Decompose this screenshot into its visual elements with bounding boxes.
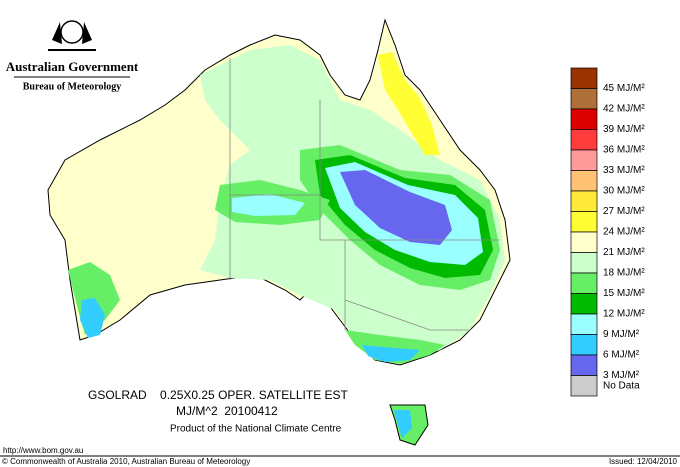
yellow-cape xyxy=(378,52,440,155)
blue-region xyxy=(340,170,452,245)
legend-label: 12 MJ/M² xyxy=(603,309,645,320)
map xyxy=(47,18,511,446)
tasmania-blue xyxy=(394,410,412,438)
state-border xyxy=(319,195,500,241)
logo xyxy=(48,20,96,51)
legend-swatch xyxy=(570,170,598,192)
legend-swatch xyxy=(570,67,598,89)
legend-swatch xyxy=(570,108,598,130)
legend-swatch xyxy=(570,252,598,274)
legend-label: 33 MJ/M² xyxy=(603,165,645,176)
issued: Issued: 12/04/2010 xyxy=(609,457,678,466)
central-cyan xyxy=(232,194,305,216)
agency-title: Bureau of Meteorology xyxy=(23,81,122,92)
legend-swatch xyxy=(570,88,598,110)
crest xyxy=(60,20,84,44)
legend-label: 3 MJ/M² xyxy=(603,370,640,381)
legend-swatch xyxy=(570,293,598,315)
centre: Product of the National Climate Centre xyxy=(170,424,342,435)
legend: 45 MJ/M² 42 MJ/M² 39 MJ/M² 36 MJ/M² 33 MJ/M²… xyxy=(570,67,645,397)
legend-label: 18 MJ/M² xyxy=(603,268,645,279)
legend-label: 21 MJ/M² xyxy=(603,247,645,258)
legend-label: 15 MJ/M² xyxy=(603,288,645,299)
state-border xyxy=(344,299,470,331)
legend-label: 27 MJ/M² xyxy=(603,206,645,217)
supporters xyxy=(52,22,92,44)
copyright: © Commonwealth of Australia 2010, Austra… xyxy=(2,457,250,466)
south-cyan xyxy=(362,345,420,362)
legend-swatch xyxy=(570,211,598,233)
legend-label: 36 MJ/M² xyxy=(603,145,645,156)
legend-swatch xyxy=(570,272,598,294)
legend-swatch xyxy=(570,190,598,212)
units-date: MJ/M^2 20100412 xyxy=(176,404,278,418)
product-title: GSOLRAD 0.25X0.25 OPER. SATELLITE EST xyxy=(88,388,349,402)
legend-label: 39 MJ/M² xyxy=(603,124,645,135)
legend-label: 45 MJ/M² xyxy=(603,83,645,94)
legend-swatch xyxy=(570,354,598,376)
legend-swatch xyxy=(570,375,598,397)
url: http://www.bom.gov.au xyxy=(3,446,83,455)
legend-swatch xyxy=(570,334,598,356)
legend-label: 9 MJ/M² xyxy=(603,329,640,340)
legend-label: 30 MJ/M² xyxy=(603,186,645,197)
legend-label: 42 MJ/M² xyxy=(603,104,645,115)
legend-swatch xyxy=(570,129,598,151)
west-blue xyxy=(80,298,105,338)
legend-swatch xyxy=(570,313,598,335)
legend-swatch xyxy=(570,149,598,171)
legend-label: 6 MJ/M² xyxy=(603,350,640,361)
gov-title: Australian Government xyxy=(6,59,139,74)
legend-label: 24 MJ/M² xyxy=(603,227,645,238)
legend-swatch xyxy=(570,231,598,253)
legend-label: No Data xyxy=(603,380,640,391)
